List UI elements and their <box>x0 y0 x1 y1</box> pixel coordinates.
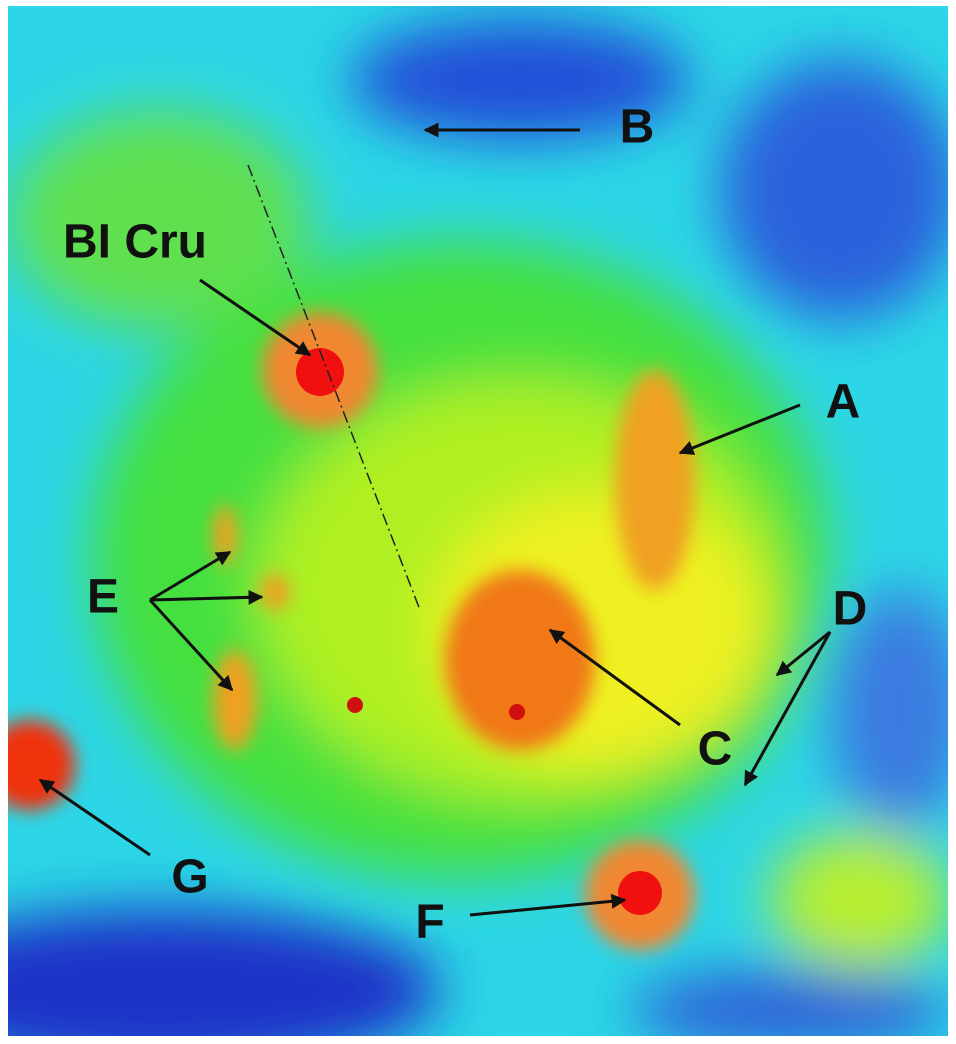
label: A <box>826 376 861 429</box>
feature-c <box>445 570 595 750</box>
star <box>509 704 525 720</box>
label: BI Cru <box>63 216 207 269</box>
star-f <box>618 871 662 915</box>
body: B BI Cru A E D C G F (() => { const data… <box>0 0 956 1044</box>
feature-e <box>213 650 257 750</box>
label: C <box>698 723 733 776</box>
image: B BI Cru A E D C G F <box>0 0 956 1044</box>
star <box>347 697 363 713</box>
false-color-map <box>0 6 956 1044</box>
star-bi-cru <box>296 348 344 396</box>
label: E <box>87 571 119 624</box>
label: F <box>415 896 444 949</box>
green-region <box>770 830 950 970</box>
feature-e <box>260 574 290 610</box>
blue-region <box>720 60 956 320</box>
label: G <box>171 851 208 904</box>
feature-a <box>615 370 695 590</box>
label: B <box>620 101 655 154</box>
page: False-color image {"labels": [{"text": "… <box>0 0 956 1044</box>
label: D <box>833 583 868 636</box>
